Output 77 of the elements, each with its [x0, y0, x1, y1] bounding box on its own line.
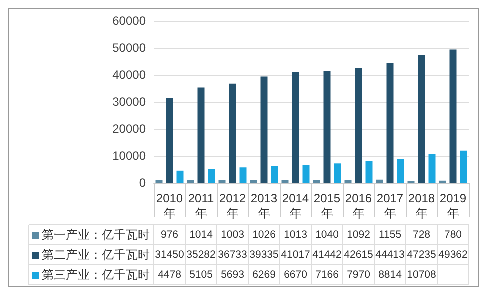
data-label: 7970 [347, 269, 370, 281]
y-tick-label: 50000 [112, 41, 146, 55]
data-label: 41017 [281, 249, 310, 261]
bar [250, 180, 258, 183]
bar [450, 50, 457, 183]
x-tick-label: 2016 年 [345, 192, 372, 220]
bar [176, 170, 184, 183]
data-label: 47235 [407, 249, 436, 261]
x-tick-label: 2014 年 [282, 192, 310, 220]
bar [292, 72, 300, 183]
bar [313, 180, 320, 183]
bar [366, 161, 373, 183]
data-label: 728 [412, 229, 431, 241]
bar [166, 98, 174, 183]
data-label: 5693 [221, 269, 244, 281]
bar [156, 180, 163, 183]
bar [240, 168, 247, 183]
data-label: 1013 [284, 229, 308, 241]
bar [282, 180, 289, 183]
data-label: 1014 [190, 229, 213, 241]
data-label: 5105 [190, 269, 213, 281]
data-label: 976 [160, 229, 179, 241]
bar [334, 164, 342, 183]
y-tick-label: 60000 [112, 14, 146, 28]
bar [397, 159, 404, 183]
data-label: 4478 [158, 269, 182, 281]
legend-label: 第三产业：亿千瓦时 [42, 267, 150, 284]
bar [324, 71, 331, 183]
x-tick-label: 2015 年 [314, 192, 341, 220]
data-label: 41442 [312, 249, 342, 261]
data-label: 49362 [438, 249, 468, 261]
data-label: 1155 [378, 229, 402, 241]
bar [386, 63, 394, 183]
bar [187, 180, 194, 183]
x-tick-label: 2010 年 [156, 192, 184, 220]
bar [271, 166, 278, 183]
legend-label: 第二产业：亿千瓦时 [42, 247, 150, 264]
data-label: 36733 [218, 249, 248, 261]
data-label: 1040 [316, 229, 339, 241]
bar [376, 180, 384, 183]
x-tick-label: 2019 年 [440, 192, 467, 220]
x-tick-label: 2012 年 [219, 192, 246, 220]
bar [355, 68, 362, 183]
data-label: 6269 [252, 269, 276, 281]
bar [302, 164, 310, 183]
bar [229, 84, 236, 183]
x-tick-label: 2017 年 [376, 192, 404, 220]
data-label: 8814 [378, 269, 402, 281]
legend-label: 第一产业：亿千瓦时 [42, 227, 150, 244]
data-label: 780 [444, 229, 462, 241]
y-tick-label: 20000 [112, 122, 146, 136]
data-label: 10708 [407, 269, 436, 281]
y-tick-label: 0 [139, 176, 146, 190]
data-label: 44413 [376, 249, 405, 261]
bar [428, 154, 436, 183]
bar [260, 76, 268, 183]
y-tick-label: 40000 [112, 68, 146, 82]
data-label: 7166 [316, 269, 339, 281]
bar [198, 88, 205, 183]
data-label: 35282 [186, 249, 216, 261]
bar [344, 180, 352, 183]
data-label: 6670 [284, 269, 308, 281]
bar [418, 55, 426, 183]
x-tick-label: 2018 年 [408, 192, 436, 220]
bar [460, 150, 468, 183]
x-tick-label: 2013 年 [250, 192, 278, 220]
data-label: 1026 [252, 229, 276, 241]
y-tick-label: 30000 [112, 95, 146, 109]
x-tick-label: 2011 年 [188, 192, 214, 220]
data-label: 1003 [221, 229, 244, 241]
data-label: 39335 [250, 249, 279, 261]
y-tick-label: 10000 [112, 149, 146, 163]
data-label: 31450 [155, 249, 184, 261]
data-label: 42615 [344, 249, 374, 261]
bar [208, 169, 216, 183]
data-label: 1092 [347, 229, 370, 241]
bar [218, 180, 226, 183]
